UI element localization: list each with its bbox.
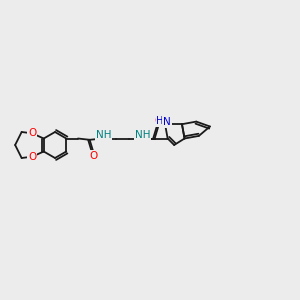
Text: O: O [89,151,98,161]
Text: N: N [163,117,171,127]
Text: O: O [154,116,163,127]
Text: O: O [28,128,36,138]
Text: NH: NH [96,130,111,140]
Text: O: O [28,152,36,162]
Text: H: H [156,116,164,126]
Text: NH: NH [135,130,150,140]
